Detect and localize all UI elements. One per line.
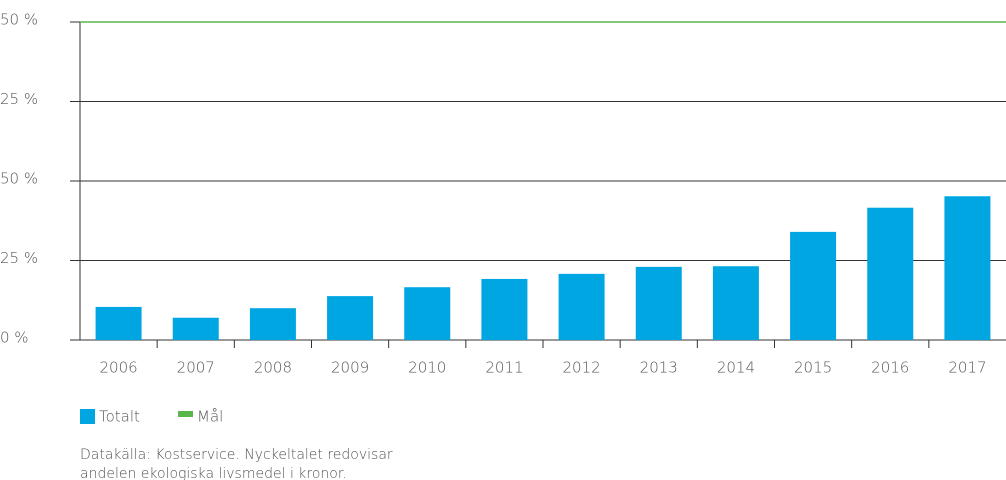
y-tick-label: 25 % — [0, 249, 38, 267]
bar — [790, 231, 837, 340]
y-tick-label: 50 % — [0, 170, 38, 188]
x-tick-label: 2016 — [871, 359, 909, 377]
bar — [867, 207, 914, 340]
y-tick-label: 25 % — [0, 90, 38, 108]
x-tick-label: 2008 — [254, 359, 292, 377]
legend-swatch — [178, 411, 193, 417]
y-tick-label: 0 % — [0, 329, 29, 347]
bar — [95, 306, 142, 340]
bar — [327, 296, 374, 340]
x-tick-label: 2017 — [948, 359, 986, 377]
x-tick-label: 2013 — [640, 359, 678, 377]
bar — [172, 317, 219, 340]
x-tick-label: 2011 — [485, 359, 523, 377]
source-note: andelen ekologiska livsmedel i kronor. — [80, 466, 347, 480]
y-tick-label: 50 % — [0, 11, 38, 29]
legend-label: Mål — [197, 408, 223, 426]
x-tick-label: 2006 — [99, 359, 137, 377]
bar — [481, 278, 528, 340]
bar — [944, 196, 991, 340]
x-tick-label: 2015 — [794, 359, 832, 377]
x-tick-label: 2012 — [562, 359, 600, 377]
legend-label: Totalt — [99, 408, 140, 426]
bar — [712, 266, 759, 340]
x-tick-label: 2009 — [331, 359, 369, 377]
bar — [249, 308, 296, 340]
x-tick-label: 2010 — [408, 359, 446, 377]
bar — [558, 273, 605, 340]
bar — [635, 266, 682, 340]
bar — [404, 287, 451, 340]
source-note: Datakälla: Kostservice. Nyckeltalet redo… — [80, 447, 393, 463]
legend-swatch — [80, 409, 95, 424]
x-tick-label: 2007 — [177, 359, 215, 377]
x-tick-label: 2014 — [717, 359, 755, 377]
